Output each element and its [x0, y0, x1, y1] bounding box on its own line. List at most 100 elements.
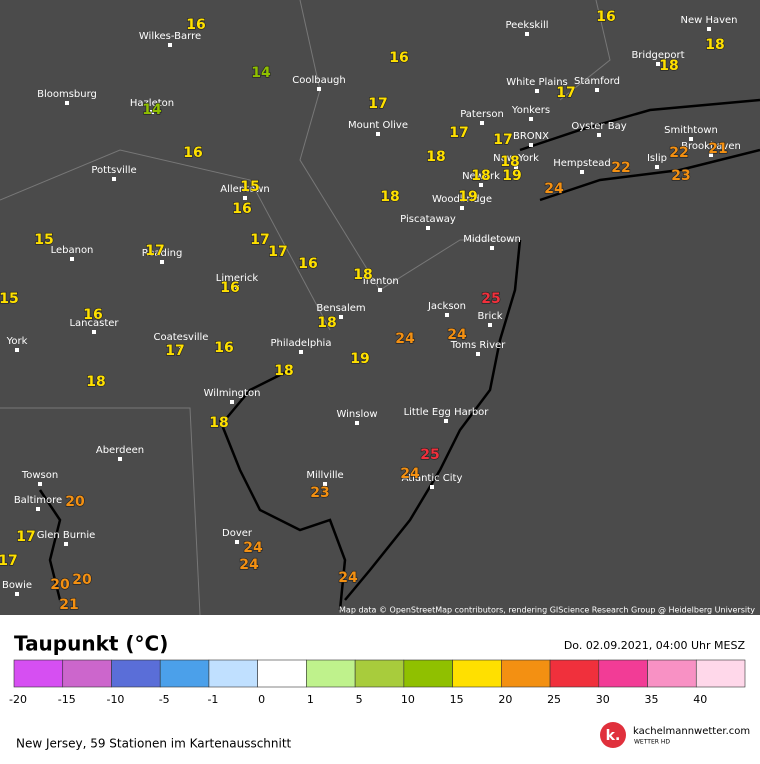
- city-dot: [707, 27, 711, 31]
- city-label: Piscataway: [400, 214, 456, 225]
- legend-swatch: [257, 659, 307, 688]
- city-dot: [15, 348, 19, 352]
- station-value: 16: [83, 307, 102, 323]
- legend-label: 15: [450, 693, 464, 706]
- legend-label: 30: [596, 693, 610, 706]
- city-label: Allentown: [220, 184, 269, 195]
- city-dot: [15, 592, 19, 596]
- city-label: Trenton: [360, 276, 398, 287]
- borders: [0, 0, 611, 616]
- city-label: Lancaster: [69, 318, 119, 329]
- city-label: Peekskill: [505, 20, 548, 31]
- legend-label: 25: [547, 693, 561, 706]
- city-label: Hempstead: [553, 158, 611, 169]
- city-label: Little Egg Harbor: [404, 407, 490, 418]
- logo-letter: k.: [606, 728, 621, 744]
- station-value: 14: [251, 65, 271, 81]
- city-label: Smithtown: [664, 125, 718, 136]
- city-label: Millville: [306, 470, 343, 481]
- city-label: Brookhaven: [681, 141, 741, 152]
- station-value: 16: [389, 50, 408, 66]
- city-dot: [430, 485, 434, 489]
- station-value: 18: [274, 363, 293, 379]
- city-dot: [525, 32, 529, 36]
- city-dot: [490, 246, 494, 250]
- station-value: 18: [209, 415, 228, 431]
- map-background: [0, 0, 760, 615]
- station-value: 24: [239, 557, 259, 573]
- legend-swatch: [354, 659, 405, 688]
- date: Do. 02.09.2021, 04:00 Uhr MESZ: [564, 639, 746, 652]
- station-value: 15: [0, 291, 19, 307]
- city-label: Wilmington: [204, 388, 261, 399]
- coastline: [38, 98, 760, 611]
- legend-label: -20: [9, 693, 27, 706]
- city-label: Winslow: [336, 409, 377, 420]
- city-dot: [118, 457, 122, 461]
- city-dot: [597, 133, 601, 137]
- city-dot: [355, 421, 359, 425]
- city-label: Reading: [142, 248, 183, 259]
- legend-label: -15: [58, 693, 76, 706]
- station-value: 15: [240, 179, 259, 195]
- city-label: Coatesville: [154, 332, 209, 343]
- station-value: 24: [544, 181, 564, 197]
- city-label: Atlantic City: [402, 473, 463, 484]
- station-value: 16: [186, 17, 205, 33]
- city-dot: [426, 226, 430, 230]
- station-value: 20: [72, 572, 92, 588]
- legend-label: 20: [498, 693, 512, 706]
- station-value: 17: [493, 132, 512, 148]
- city-dot: [656, 62, 660, 66]
- city-dot: [529, 143, 533, 147]
- city-label: Coolbaugh: [292, 75, 346, 86]
- city-dot: [92, 330, 96, 334]
- city-dot: [230, 400, 234, 404]
- city-dot: [709, 153, 713, 157]
- station-value: 20: [65, 494, 85, 510]
- city-label: Wilkes-Barre: [139, 31, 201, 42]
- brand: kachelmannwetter.com: [633, 726, 750, 737]
- city-label: Newark: [462, 171, 500, 182]
- city-dot: [376, 132, 380, 136]
- station-value: 17: [556, 85, 575, 101]
- station-value: 18: [317, 315, 336, 331]
- legend-label: -10: [106, 693, 124, 706]
- station-value: 16: [596, 9, 615, 25]
- city-dot: [160, 260, 164, 264]
- legend-label: 10: [401, 693, 415, 706]
- city-label: Woodbridge: [432, 194, 492, 205]
- attribution: Map data © OpenStreetMap contributors, r…: [339, 606, 755, 615]
- city-label: New Haven: [680, 15, 737, 26]
- city-label: Yonkers: [511, 105, 550, 116]
- legend-swatch: [695, 659, 746, 688]
- city-label: New York: [493, 153, 539, 164]
- station-value: 25: [420, 447, 439, 463]
- legend-swatch: [62, 659, 112, 688]
- city-label: Pottsville: [91, 165, 136, 176]
- city-label: Jackson: [427, 301, 466, 312]
- city-label: Islip: [647, 153, 667, 164]
- legend-panel: [0, 615, 760, 760]
- legend-swatch: [208, 659, 258, 688]
- station-value: 19: [458, 189, 477, 205]
- station-value: 25: [481, 291, 500, 307]
- city-label: Stamford: [574, 76, 620, 87]
- city-label: Mount Olive: [348, 120, 408, 131]
- city-label: Paterson: [460, 109, 504, 120]
- legend-label: -5: [159, 693, 170, 706]
- city-label: Baltimore: [14, 495, 62, 506]
- city-label: Oyster Bay: [571, 121, 626, 132]
- station-value: 17: [0, 553, 18, 569]
- station-value: 18: [705, 37, 724, 53]
- city-dot: [460, 206, 464, 210]
- city-label: Aberdeen: [96, 445, 144, 456]
- city-dot: [64, 542, 68, 546]
- city-dot: [70, 257, 74, 261]
- city-dot: [535, 89, 539, 93]
- station-value: 17: [268, 244, 287, 260]
- legend-title: Taupunkt (°C): [14, 632, 168, 656]
- city-dot: [112, 177, 116, 181]
- legend-swatch: [501, 659, 551, 688]
